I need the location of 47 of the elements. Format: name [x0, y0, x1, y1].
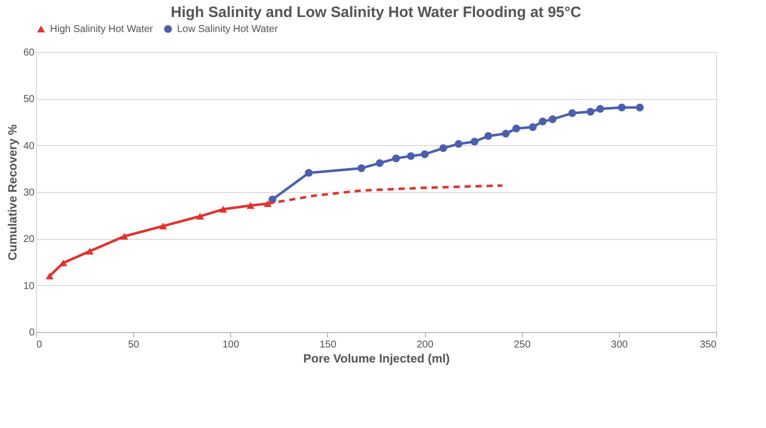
x-tick-label: 350: [700, 340, 717, 350]
point: [470, 138, 478, 146]
point: [159, 222, 167, 230]
point: [548, 115, 556, 124]
point: [358, 164, 366, 172]
x-tick-label: 0: [36, 340, 42, 350]
point: [454, 140, 462, 148]
point: [86, 248, 94, 255]
x-tick-label: 100: [222, 340, 240, 350]
point: [512, 124, 520, 132]
y-tick-label: 10: [23, 280, 35, 292]
x-tick-label: 50: [128, 340, 140, 350]
y-tick-label: 30: [23, 188, 35, 198]
x-tick-label: 300: [611, 340, 628, 350]
x-tick-label: 200: [416, 340, 434, 350]
point: [568, 109, 576, 117]
point: [586, 108, 594, 116]
point: [484, 132, 492, 140]
point: [528, 123, 537, 131]
point: [246, 202, 254, 209]
y-tick-label: 60: [23, 48, 35, 58]
legend-label: High Salinity Hot Water: [50, 24, 154, 35]
x-tick-label: 250: [514, 340, 531, 350]
point: [636, 104, 644, 112]
point: [120, 232, 128, 240]
y-tick-label: 40: [23, 140, 35, 152]
y-tick-label: 20: [23, 234, 35, 246]
x-tick-label: 150: [320, 340, 337, 350]
point: [420, 150, 429, 158]
point: [392, 154, 400, 162]
point: [219, 206, 227, 213]
point: [376, 159, 384, 167]
y-tick-label: 0: [28, 328, 35, 338]
y-axis-title: Cumulative Recovery %: [5, 124, 20, 261]
point: [596, 105, 604, 113]
legend-label: Low Salinity Hot Water: [177, 24, 278, 35]
point: [538, 118, 547, 126]
x-axis-title: Pore Volume Injected (ml): [303, 352, 450, 366]
y-tick-label: 50: [23, 94, 35, 106]
point: [439, 144, 448, 152]
point: [406, 152, 415, 160]
point: [304, 169, 313, 177]
point: [46, 272, 54, 280]
chart-title: High Salinity and Low Salinity Hot Water Flooding at 95°C: [170, 4, 582, 21]
point: [502, 130, 510, 138]
point: [618, 104, 626, 112]
point: [196, 212, 204, 220]
